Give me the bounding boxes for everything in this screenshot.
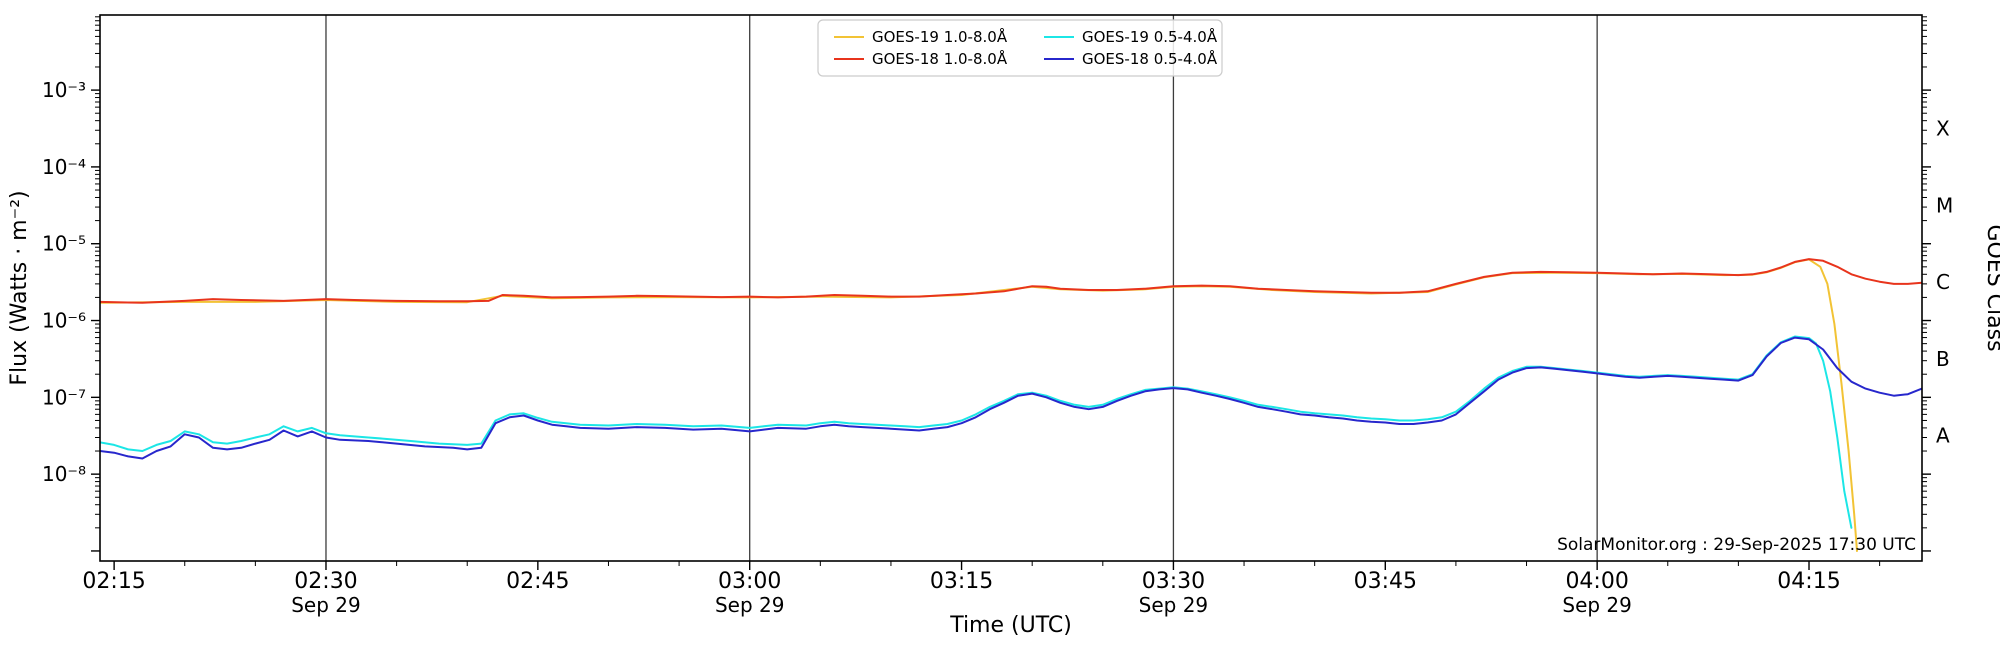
y-tick-label: 10⁻⁵ [42,232,86,256]
goes-class-label-B: B [1936,347,1950,371]
goes-class-label-C: C [1936,270,1950,294]
legend-label-goes19-short: GOES-19 0.5-4.0Å [1082,27,1218,46]
axis-labels-group: Flux (Watts · m⁻²) Time (UTC) GOES Class… [7,190,2000,638]
y-tick-label: 10⁻⁴ [42,155,86,179]
goes-class-label-M: M [1936,193,1953,217]
x-axis-label: Time (UTC) [949,613,1072,638]
credit-annotation: SolarMonitor.org : 29-Sep-2025 17:30 UTC [1557,535,1916,555]
series-group [100,258,1922,552]
series-goes18-long [100,258,1922,304]
series-goes19-long [100,258,1858,552]
y-tick-label: 10⁻³ [42,78,86,102]
x-date-label: Sep 29 [291,593,361,617]
y-axis-label: Flux (Watts · m⁻²) [7,190,32,385]
x-date-label: Sep 29 [715,593,785,617]
x-tick-label: 02:15 [82,569,145,594]
y-tick-label: 10⁻⁸ [42,462,86,486]
x-tick-label: 03:45 [1354,569,1417,594]
x-tick-label: 02:30 [294,569,357,594]
goes-class-label-A: A [1936,424,1950,448]
x-date-label: Sep 29 [1139,593,1209,617]
goes-class-label-X: X [1936,117,1950,141]
x-tick-label: 03:00 [718,569,781,594]
legend-label-goes18-long: GOES-18 1.0-8.0Å [872,49,1008,68]
x-tick-label: 03:30 [1142,569,1205,594]
x-tick-label: 04:15 [1777,569,1840,594]
y-tick-label: 10⁻⁷ [42,385,86,409]
plot-border [99,14,1923,562]
legend-label-goes18-short: GOES-18 0.5-4.0Å [1082,49,1218,68]
x-tick-label: 02:45 [506,569,569,594]
legend-label-goes19-long: GOES-19 1.0-8.0Å [872,27,1008,46]
series-goes19-short [100,335,1853,529]
series-goes18-short [100,336,1922,460]
x-tick-label: 03:15 [930,569,993,594]
y-tick-label: 10⁻⁶ [42,309,86,333]
x-tick-label: 04:00 [1565,569,1628,594]
x-date-label: Sep 29 [1562,593,1632,617]
right-axis-label: GOES Class [1982,224,2000,351]
legend-box [817,19,1223,77]
chart-generated: 10⁻³ 10⁻⁴ 10⁻⁵ 10⁻⁶ 10⁻⁷ 10⁻⁸ 02:15 02:30 02:45 0… [42,14,1953,617]
